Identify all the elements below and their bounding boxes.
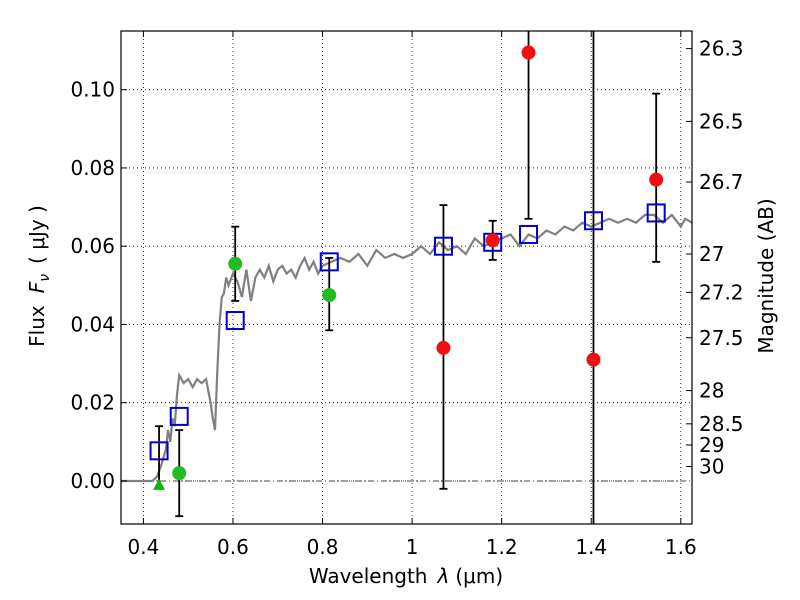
- x-tick-label: 0.8: [307, 535, 339, 559]
- observed-point: [521, 45, 536, 60]
- magnitude-tick-label: 30: [699, 454, 724, 478]
- x-tick-label: 1: [406, 535, 419, 559]
- observed-point: [436, 340, 451, 355]
- observed-point: [586, 352, 601, 367]
- model-point: [433, 236, 453, 256]
- x-tick-label: 1.2: [486, 535, 518, 559]
- x-tick-label: 0.6: [217, 535, 249, 559]
- magnitude-tick-label: 29: [699, 433, 724, 457]
- model-point: [519, 224, 539, 244]
- observed-point: [228, 256, 243, 271]
- x-axis-ticks: 0.4 0.6 0.8 1 1.2 1.4 1.6: [127, 31, 697, 559]
- y-tick-label: 0.06: [70, 234, 115, 258]
- observed-points: [153, 45, 664, 490]
- plot-frame: [120, 30, 693, 525]
- model-point: [583, 211, 603, 231]
- x-axis-title: Wavelength λ (μm): [309, 564, 503, 588]
- x-tick-label: 1.4: [575, 535, 607, 559]
- model-point: [319, 252, 339, 272]
- magnitude-tick-label: 27.2: [699, 280, 744, 304]
- observed-point: [649, 172, 664, 187]
- y-axis-title: FluxFν( μJy ): [25, 205, 53, 347]
- upper-limit-marker: [153, 478, 166, 490]
- magnitude-tick-label: 26.3: [699, 37, 744, 61]
- model-point: [169, 406, 189, 426]
- model-point: [646, 203, 666, 223]
- y-tick-label: 0.04: [70, 312, 115, 336]
- model-point: [149, 441, 169, 461]
- observed-point: [485, 233, 500, 248]
- magnitude-tick-label: 26.7: [699, 170, 744, 194]
- y-tick-label: 0.10: [70, 78, 115, 102]
- magnitude-tick-label: 27.5: [699, 326, 744, 350]
- magnitude-tick-label: 27: [699, 242, 724, 266]
- model-points: [149, 203, 666, 461]
- template-spectrum-line: [121, 213, 693, 483]
- observed-point: [172, 466, 187, 481]
- y-tick-label: 0.02: [70, 391, 115, 415]
- x-tick-label: 1.6: [665, 535, 697, 559]
- y-tick-label: 0.08: [70, 156, 115, 180]
- magnitude-axis-title: Magnitude (AB): [754, 198, 778, 353]
- template-spectrum: [121, 213, 693, 483]
- x-tick-label: 0.4: [127, 535, 159, 559]
- y-tick-label: 0.00: [70, 469, 115, 493]
- magnitude-tick-label: 28: [699, 379, 724, 403]
- magnitude-tick-label: 26.5: [699, 109, 744, 133]
- observed-point: [322, 288, 337, 303]
- model-point: [225, 311, 245, 331]
- y-axis-ticks: 0.00 0.02 0.04 0.06 0.08 0.10: [70, 78, 127, 493]
- magnitude-tick-label: 28.5: [699, 412, 744, 436]
